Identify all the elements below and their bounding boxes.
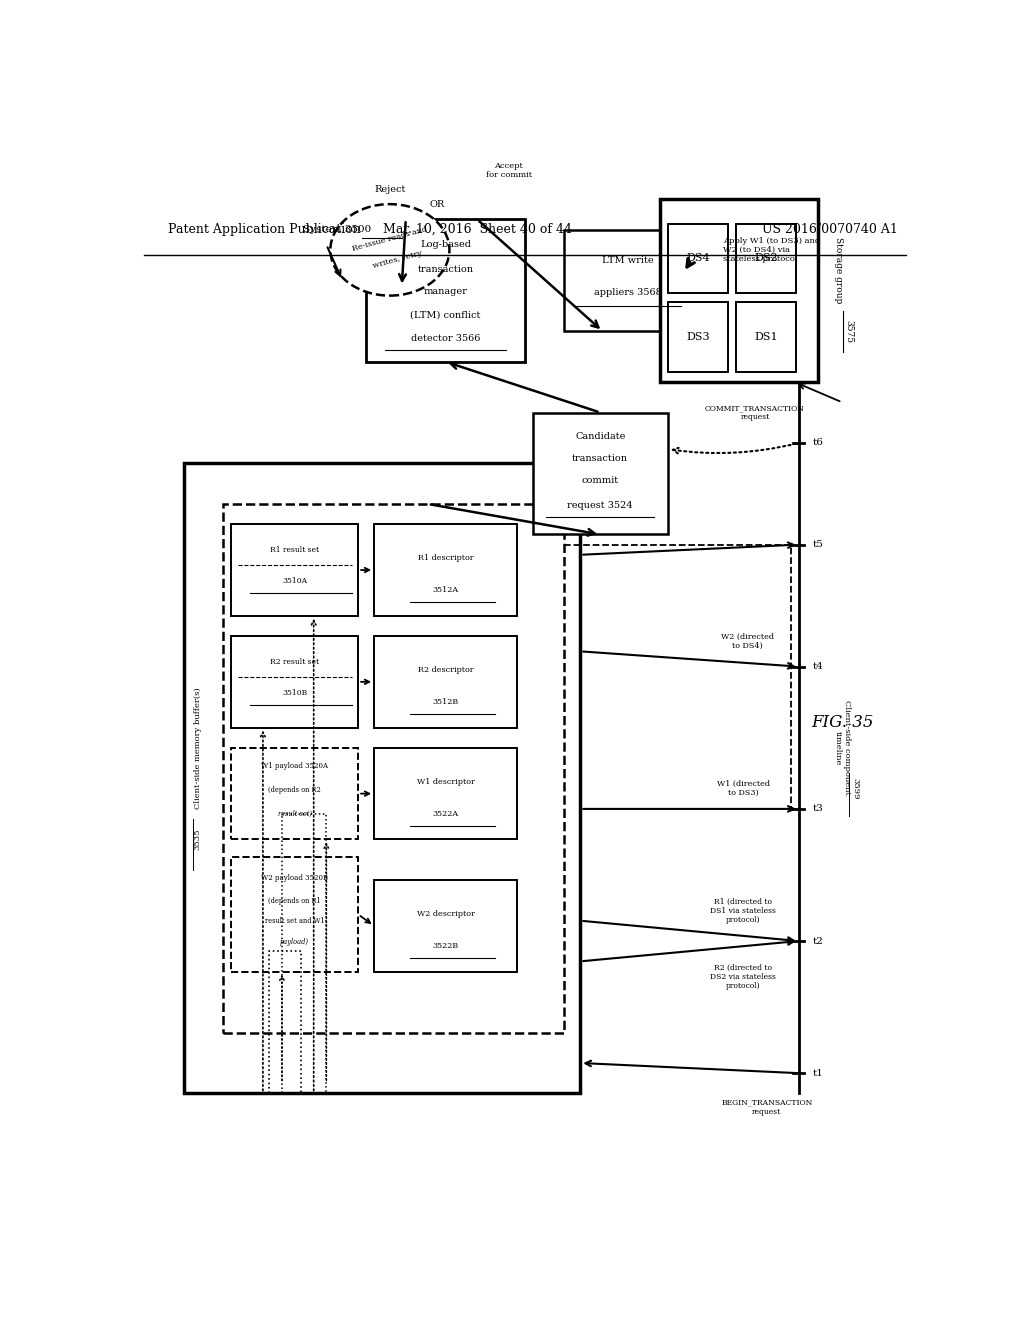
- Text: 3599: 3599: [852, 777, 860, 800]
- Text: transaction: transaction: [572, 454, 628, 463]
- Bar: [736, 223, 797, 293]
- Text: R1 descriptor: R1 descriptor: [418, 554, 473, 562]
- Text: DS4: DS4: [686, 253, 710, 264]
- Text: DS3: DS3: [686, 333, 710, 342]
- Bar: [367, 219, 524, 362]
- Text: Log-based: Log-based: [420, 240, 471, 249]
- Text: t3: t3: [813, 804, 823, 813]
- Bar: [183, 463, 581, 1093]
- Ellipse shape: [331, 205, 450, 296]
- Bar: [231, 636, 358, 727]
- Text: OR: OR: [430, 201, 445, 209]
- Text: detector 3566: detector 3566: [411, 334, 480, 343]
- Text: R2 descriptor: R2 descriptor: [418, 667, 473, 675]
- Text: Patent Application Publication: Patent Application Publication: [168, 223, 360, 236]
- Text: 3522A: 3522A: [432, 809, 459, 818]
- Text: (depends on R2: (depends on R2: [268, 785, 322, 795]
- Bar: [374, 748, 517, 840]
- Text: BEGIN_TRANSACTION
request: BEGIN_TRANSACTION request: [721, 1098, 812, 1115]
- Text: 3535: 3535: [194, 829, 202, 850]
- Bar: [223, 504, 564, 1032]
- Bar: [532, 413, 668, 535]
- Text: (LTM) conflict: (LTM) conflict: [411, 310, 480, 319]
- Text: System 3500: System 3500: [303, 224, 371, 234]
- Text: R1 (directed to
DS1 via stateless
protocol): R1 (directed to DS1 via stateless protoc…: [710, 898, 776, 924]
- Text: t1: t1: [813, 1069, 823, 1077]
- Text: Client-side memory buffer(s): Client-side memory buffer(s): [194, 688, 202, 809]
- Text: R1 result set: R1 result set: [270, 546, 319, 554]
- Text: result set and W1: result set and W1: [265, 917, 325, 925]
- Text: t6: t6: [813, 438, 823, 447]
- Bar: [374, 636, 517, 727]
- Text: 3512B: 3512B: [432, 698, 459, 706]
- Text: FIG. 35: FIG. 35: [811, 714, 873, 731]
- Text: result set): result set): [278, 809, 311, 818]
- Text: t2: t2: [813, 936, 823, 945]
- Text: COMMIT_TRANSACTION
request: COMMIT_TRANSACTION request: [705, 404, 805, 421]
- Text: DS2: DS2: [755, 253, 778, 264]
- Text: US 2016/0070740 A1: US 2016/0070740 A1: [762, 223, 898, 236]
- Text: request 3524: request 3524: [567, 500, 633, 510]
- Text: manager: manager: [424, 288, 467, 297]
- Text: W1 payload 3520A: W1 payload 3520A: [261, 762, 328, 770]
- Text: LTM write: LTM write: [602, 256, 653, 264]
- Text: W2 (directed
to DS4): W2 (directed to DS4): [721, 632, 773, 649]
- Bar: [564, 230, 691, 331]
- Text: 3510B: 3510B: [282, 689, 307, 697]
- Bar: [668, 302, 728, 372]
- Text: 3510A: 3510A: [282, 577, 307, 585]
- Text: t5: t5: [813, 540, 823, 549]
- Text: Client-side component
timeline: Client-side component timeline: [834, 701, 851, 796]
- Text: DS1: DS1: [755, 333, 778, 342]
- Text: payload): payload): [281, 937, 309, 946]
- Text: transaction: transaction: [418, 265, 473, 273]
- Bar: [659, 199, 818, 381]
- Text: 3575: 3575: [844, 319, 853, 343]
- Bar: [231, 748, 358, 840]
- Text: Reject: Reject: [374, 185, 406, 194]
- Text: W2 payload 3520B: W2 payload 3520B: [261, 874, 328, 882]
- Bar: [374, 880, 517, 972]
- Text: writes, retry: writes, retry: [373, 249, 423, 271]
- Bar: [736, 302, 797, 372]
- Text: commit: commit: [582, 477, 618, 486]
- Text: W1 (directed
to DS3): W1 (directed to DS3): [717, 780, 770, 797]
- Bar: [231, 857, 358, 972]
- Text: R2 (directed to
DS2 via stateless
protocol): R2 (directed to DS2 via stateless protoc…: [710, 964, 776, 990]
- Text: W2 descriptor: W2 descriptor: [417, 909, 474, 917]
- Text: Accept
for commit: Accept for commit: [485, 161, 532, 178]
- Text: (depends on R1: (depends on R1: [268, 896, 322, 904]
- Text: Storage group: Storage group: [834, 238, 843, 304]
- Text: 3512A: 3512A: [432, 586, 459, 594]
- Text: 3522B: 3522B: [432, 942, 459, 950]
- Text: Mar. 10, 2016  Sheet 40 of 44: Mar. 10, 2016 Sheet 40 of 44: [383, 223, 571, 236]
- Text: Re-issue reads and: Re-issue reads and: [351, 224, 428, 252]
- Text: appliers 3568: appliers 3568: [594, 288, 662, 297]
- Text: Apply W1 (to DS3) and
W2 (to DS4) via
stateless protocol: Apply W1 (to DS3) and W2 (to DS4) via st…: [723, 236, 820, 263]
- Text: W1 descriptor: W1 descriptor: [417, 777, 474, 785]
- Bar: [668, 223, 728, 293]
- Text: t4: t4: [813, 663, 823, 671]
- Text: Candidate: Candidate: [575, 433, 626, 441]
- Text: R2 result set: R2 result set: [270, 657, 319, 665]
- Bar: [374, 524, 517, 615]
- Bar: [231, 524, 358, 615]
